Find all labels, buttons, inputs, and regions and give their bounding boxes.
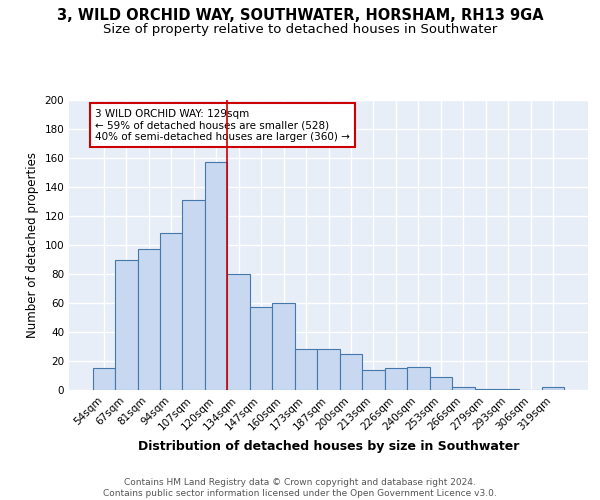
X-axis label: Distribution of detached houses by size in Southwater: Distribution of detached houses by size …: [138, 440, 519, 453]
Bar: [497, 388, 520, 390]
Bar: [250, 308, 272, 390]
Bar: [160, 234, 182, 390]
Bar: [272, 303, 295, 390]
Bar: [452, 387, 475, 390]
Bar: [340, 354, 362, 390]
Text: 3 WILD ORCHID WAY: 129sqm
← 59% of detached houses are smaller (528)
40% of semi: 3 WILD ORCHID WAY: 129sqm ← 59% of detac…: [95, 108, 350, 142]
Bar: [205, 162, 227, 390]
Bar: [385, 368, 407, 390]
Bar: [317, 350, 340, 390]
Text: Size of property relative to detached houses in Southwater: Size of property relative to detached ho…: [103, 22, 497, 36]
Bar: [115, 260, 137, 390]
Bar: [475, 388, 497, 390]
Bar: [362, 370, 385, 390]
Y-axis label: Number of detached properties: Number of detached properties: [26, 152, 39, 338]
Bar: [227, 274, 250, 390]
Text: 3, WILD ORCHID WAY, SOUTHWATER, HORSHAM, RH13 9GA: 3, WILD ORCHID WAY, SOUTHWATER, HORSHAM,…: [56, 8, 544, 22]
Text: Contains HM Land Registry data © Crown copyright and database right 2024.
Contai: Contains HM Land Registry data © Crown c…: [103, 478, 497, 498]
Bar: [92, 368, 115, 390]
Bar: [542, 387, 565, 390]
Bar: [430, 377, 452, 390]
Bar: [182, 200, 205, 390]
Bar: [295, 350, 317, 390]
Bar: [407, 367, 430, 390]
Bar: [137, 250, 160, 390]
